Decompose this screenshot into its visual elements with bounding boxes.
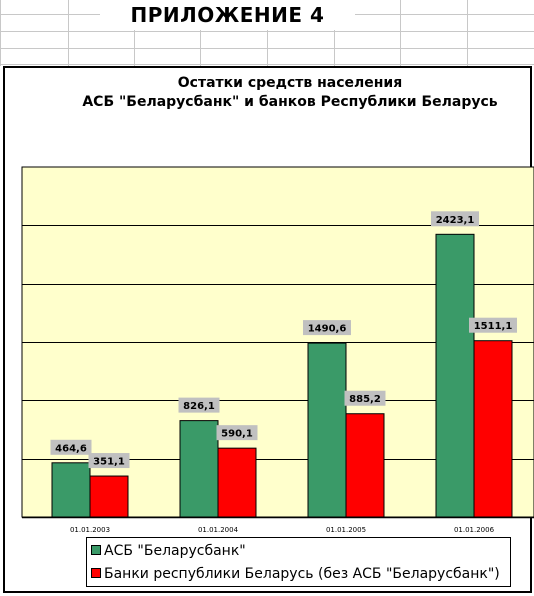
- data-label-bg: [303, 320, 351, 336]
- legend-label-series2: Банки республики Беларусь (без АСБ "Бела…: [104, 566, 500, 582]
- legend-item-series1: АСБ "Беларусбанк": [91, 541, 246, 561]
- legend-item-series2: Банки республики Беларусь (без АСБ "Бела…: [91, 564, 500, 584]
- chart-title-line2: АСБ "Беларусбанк" и банков Республики Бе…: [82, 94, 498, 110]
- data-label: 1511,1: [474, 321, 513, 332]
- data-label: 2423,1: [436, 215, 475, 226]
- x-tick-label: 01.01.2005: [326, 526, 366, 534]
- x-tick-label: 01.01.2003: [70, 526, 110, 534]
- chart-title: Остатки средств населения АСБ "Беларусба…: [60, 74, 520, 112]
- data-label: 1490,6: [308, 324, 347, 335]
- legend-label-series1: АСБ "Беларусбанк": [104, 543, 246, 559]
- x-tick-label: 01.01.2004: [198, 526, 239, 534]
- data-label-bg: [178, 397, 220, 413]
- chart-title-line1: Остатки средств населения: [177, 75, 403, 91]
- bar-series2[interactable]: [473, 340, 513, 518]
- bar-series2[interactable]: [345, 413, 385, 518]
- data-label: 885,2: [349, 394, 381, 405]
- data-label-bg: [50, 439, 92, 455]
- bar-series1[interactable]: [307, 342, 347, 518]
- x-tick-label: 01.01.2006: [454, 526, 495, 534]
- data-label: 826,1: [183, 401, 215, 412]
- data-label: 351,1: [93, 457, 125, 468]
- data-label: 464,6: [55, 443, 87, 454]
- sheet-title: ПРИЛОЖЕНИЕ 4: [100, 0, 355, 30]
- bar-series2[interactable]: [217, 447, 257, 518]
- bar-series1[interactable]: [435, 233, 475, 518]
- data-label-bg: [469, 317, 517, 333]
- bar-series1[interactable]: [51, 462, 91, 518]
- data-label-bg: [431, 211, 479, 227]
- bar-series1[interactable]: [179, 420, 219, 518]
- legend-swatch-series2: [91, 568, 101, 578]
- data-label-bg: [216, 425, 258, 441]
- chart-legend[interactable]: АСБ "Беларусбанк" Банки республики Белар…: [86, 537, 511, 587]
- data-label: 590,1: [221, 429, 253, 440]
- bar-series2[interactable]: [89, 475, 129, 518]
- legend-swatch-series1: [91, 545, 101, 555]
- data-label-bg: [344, 390, 386, 406]
- data-label-bg: [88, 453, 130, 469]
